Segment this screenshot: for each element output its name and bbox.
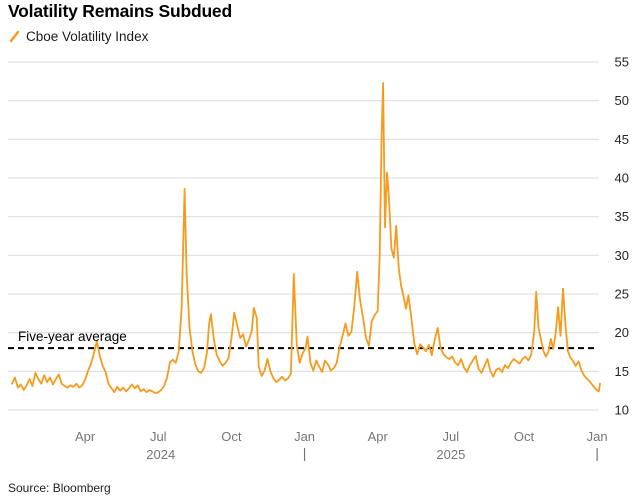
- y-tick-label: 55: [615, 55, 629, 70]
- x-tick-label: Apr: [75, 429, 96, 444]
- x-tick-label: Jul: [150, 429, 167, 444]
- y-tick-label: 45: [615, 132, 629, 147]
- average-line-label: Five-year average: [18, 329, 127, 345]
- legend-label: Cboe Volatility Index: [26, 29, 149, 44]
- vix-series-line: [11, 82, 601, 394]
- y-tick-label: 40: [615, 171, 629, 186]
- legend-slash-icon: [9, 30, 20, 43]
- x-tick-label: Oct: [514, 429, 535, 444]
- year-label: 2025: [436, 447, 465, 462]
- page-title: Volatility Remains Subdued: [8, 1, 232, 21]
- x-tick-label: Jul: [443, 429, 460, 444]
- x-tick-label: Oct: [221, 429, 242, 444]
- y-tick-label: 15: [615, 364, 629, 379]
- legend: Cboe Volatility Index: [9, 29, 148, 44]
- y-tick-label: 20: [615, 325, 629, 340]
- x-tick-label: Jan: [294, 429, 315, 444]
- source-attribution: Source: Bloomberg: [8, 481, 111, 495]
- y-tick-label: 35: [615, 209, 629, 224]
- y-tick-label: 30: [615, 248, 629, 263]
- year-label: 2024: [146, 447, 175, 462]
- y-tick-label: 25: [615, 287, 629, 302]
- y-tick-label: 50: [615, 93, 629, 108]
- y-tick-label: 10: [615, 403, 629, 418]
- x-tick-label: Jan: [587, 429, 608, 444]
- x-tick-label: Apr: [368, 429, 389, 444]
